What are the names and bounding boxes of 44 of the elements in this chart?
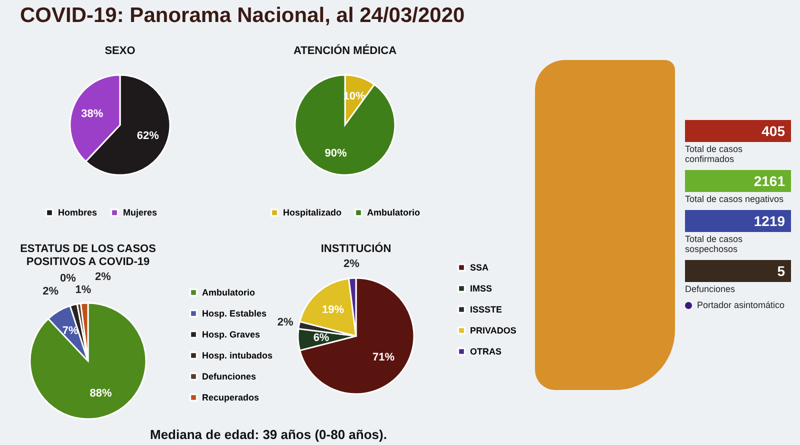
text: 2161 bbox=[685, 170, 791, 192]
data-label: 38% bbox=[81, 108, 104, 120]
legend-label: Hombres bbox=[58, 208, 98, 218]
legend-label: Hosp. Graves bbox=[202, 330, 260, 340]
text: COVID-19: Panorama Nacional, al 24/03/2020 bbox=[20, 4, 466, 28]
text: Defunciones bbox=[685, 284, 736, 294]
chart-title: ATENCIÓN MÉDICA bbox=[293, 44, 397, 57]
legend-label: Mujeres bbox=[123, 208, 158, 218]
legend-label: IMSS bbox=[470, 284, 492, 294]
text: 0% bbox=[60, 272, 76, 284]
data-label: 1% bbox=[75, 284, 92, 296]
data-label: 62% bbox=[136, 130, 160, 142]
chart-title: INSTITUCIÓN bbox=[320, 242, 392, 256]
text: Mediana de edad: 39 años (0-80 años). bbox=[150, 427, 387, 442]
legend-label: OTRAS bbox=[470, 346, 502, 356]
text: Total de casos sospechosos bbox=[685, 234, 744, 254]
data-label: 90% bbox=[324, 148, 347, 160]
legend-label: Hosp. Estables bbox=[202, 308, 267, 318]
data-label: 19% bbox=[322, 304, 344, 316]
legend-label: ISSSTE bbox=[470, 304, 502, 314]
chart-title: SEXO bbox=[104, 45, 136, 57]
data-label: 2% bbox=[277, 316, 294, 329]
legend-label: Defunciones bbox=[202, 372, 256, 382]
text: Total de casos confirmados bbox=[685, 144, 744, 164]
text: 405 bbox=[685, 120, 791, 142]
data-label: 6% bbox=[313, 332, 330, 344]
text: Total de casos negativos bbox=[685, 194, 785, 204]
legend-label: SSA bbox=[470, 262, 490, 272]
text: 5 bbox=[685, 260, 791, 282]
legend-label: Recuperados bbox=[202, 392, 260, 402]
data-label: 2% bbox=[344, 258, 360, 270]
text: Portador asintomático bbox=[697, 300, 785, 310]
legend-label: Ambulatorio bbox=[202, 288, 256, 298]
text: 1219 bbox=[685, 210, 791, 232]
data-label: 7% bbox=[62, 325, 78, 338]
data-label: 71% bbox=[372, 351, 395, 364]
data-label: 2% bbox=[95, 271, 112, 284]
legend-label: Hospitalizado bbox=[283, 208, 342, 218]
legend-label: Ambulatorio bbox=[367, 208, 420, 218]
legend-label: Hosp. intubados bbox=[202, 350, 272, 360]
chart-title: ESTATUS DE LOS CASOS POSITIVOS A COVID-19 bbox=[20, 243, 156, 268]
data-label: 88% bbox=[90, 387, 112, 400]
legend-label: PRIVADOS bbox=[470, 326, 516, 336]
data-label: 2% bbox=[42, 285, 59, 298]
